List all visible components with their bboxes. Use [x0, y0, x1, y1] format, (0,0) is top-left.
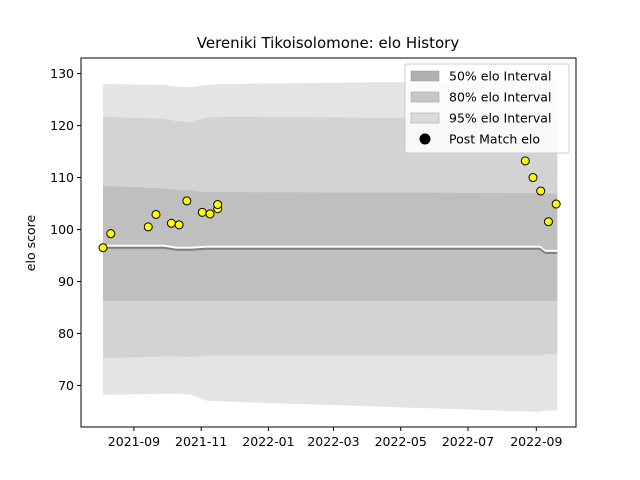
- x-tick-label: 2021-09: [108, 434, 160, 449]
- legend-marker-post-match: [419, 133, 431, 145]
- data-point: [143, 222, 153, 232]
- mean-line-highlight: [103, 244, 558, 252]
- x-tick-label: 2022-05: [375, 434, 427, 449]
- plot-area: 70 80 90 100 110 120 130 2021-09 2021-11 2022-01 2…: [50, 57, 577, 449]
- data-point: [205, 209, 215, 219]
- y-tick-label: 120: [50, 118, 74, 133]
- legend-label: 50% elo Interval: [449, 69, 551, 84]
- data-point: [151, 209, 161, 219]
- x-tick-label: 2022-03: [307, 434, 359, 449]
- legend-label: 80% elo Interval: [449, 90, 551, 105]
- data-point: [166, 218, 176, 228]
- y-tick-label: 130: [50, 66, 74, 81]
- data-point: [174, 220, 184, 230]
- data-point: [551, 199, 561, 209]
- data-point: [213, 200, 223, 210]
- legend-label: 95% elo Interval: [449, 111, 551, 126]
- legend-box: [404, 63, 570, 154]
- y-tick-label: 90: [58, 274, 74, 289]
- data-point: [98, 243, 108, 253]
- y-axis-label: elo score: [23, 215, 38, 272]
- data-point: [182, 196, 192, 206]
- x-tick-label: 2021-11: [175, 434, 227, 449]
- y-tick-label: 110: [50, 170, 74, 185]
- mean-line: [103, 246, 558, 254]
- chart-title: Vereniki Tikoisolomone: elo History: [197, 34, 460, 52]
- y-tick-label: 100: [50, 222, 74, 237]
- data-point: [536, 186, 546, 196]
- band-50-interval: [103, 185, 558, 301]
- x-tick-label: 2022-09: [510, 434, 562, 449]
- data-point: [106, 229, 116, 239]
- data-point: [543, 217, 553, 227]
- axes-frame: [80, 57, 577, 428]
- legend-swatch-band-50: [410, 70, 440, 82]
- x-tick-label: 2022-07: [442, 434, 494, 449]
- data-point: [197, 207, 207, 217]
- x-tick-label: 2022-01: [242, 434, 294, 449]
- legend-label: Post Match elo: [449, 132, 540, 147]
- legend-swatch-band-95: [410, 112, 440, 124]
- y-tick-label: 80: [58, 326, 74, 341]
- legend-swatch-band-80: [410, 91, 440, 103]
- y-tick-label: 70: [58, 378, 74, 393]
- data-point: [528, 173, 538, 183]
- legend: 50% elo Interval 80% elo Interval 95% elo …: [404, 63, 570, 154]
- data-point: [520, 156, 530, 166]
